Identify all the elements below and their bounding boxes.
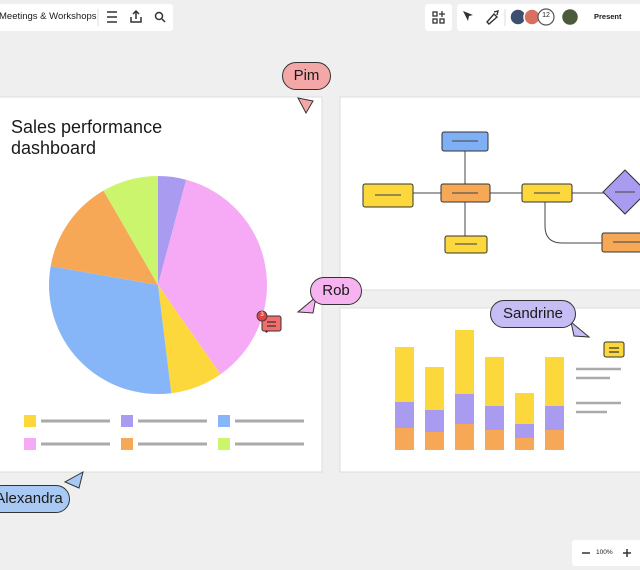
pie-chart: [48, 176, 267, 394]
bar-segment: [425, 410, 444, 432]
pie-slice: [50, 190, 158, 285]
bar-segment: [425, 367, 444, 410]
bar-segment: [545, 430, 564, 450]
collaborator-count: 12: [542, 12, 550, 19]
bar-chart: [395, 330, 564, 450]
legend-swatch: [24, 438, 36, 450]
bar-segment: [515, 438, 534, 450]
board-title[interactable]: Meetings & Workshops: [0, 11, 97, 22]
cursor-label: Pim: [282, 62, 331, 90]
bar-segment: [485, 406, 504, 430]
pie-slice: [158, 285, 221, 394]
comment-yellow[interactable]: [603, 341, 625, 358]
pie-slice: [48, 266, 172, 394]
bar-segment: [395, 428, 414, 450]
legend: [24, 415, 304, 450]
share-icon[interactable]: [130, 9, 142, 23]
bar-legend: [576, 367, 621, 414]
bar-segment: [545, 357, 564, 406]
bar-segment: [455, 394, 474, 424]
zoom-in[interactable]: [623, 549, 631, 557]
avatar-count[interactable]: [537, 8, 555, 26]
bar-segment: [485, 357, 504, 406]
comment-badge: 3: [260, 312, 264, 318]
bar-segment: [395, 347, 414, 402]
bar-segment: [455, 424, 474, 450]
bar-segment: [395, 402, 414, 428]
legend-swatch: [218, 415, 230, 427]
bar-segment: [515, 424, 534, 438]
cursor-pointer: [63, 471, 84, 489]
bar-segment: [425, 432, 444, 450]
pie-slice: [158, 179, 267, 375]
legend-swatch: [121, 415, 133, 427]
top-left-toolbar: [0, 4, 173, 31]
legend-swatch: [218, 438, 230, 450]
own-avatar[interactable]: [560, 7, 580, 27]
cursor-label: Alexandra: [0, 485, 70, 513]
cursor-pointer: [570, 320, 591, 338]
apps-toolbar: [425, 4, 452, 31]
pie-slice: [158, 176, 187, 285]
cursor-label: Sandrine: [490, 300, 576, 328]
menu-icon[interactable]: [107, 11, 117, 23]
apps-icon[interactable]: [432, 11, 445, 24]
bar-segment: [455, 330, 474, 394]
cursor-pointer: [296, 295, 317, 314]
connectors: [413, 151, 604, 244]
flow-nodes: [362, 131, 640, 254]
search-icon[interactable]: [154, 11, 166, 23]
zoom-control: [572, 540, 640, 566]
bar-segment: [515, 393, 534, 424]
pie-slice: [103, 176, 158, 285]
cursor-tool[interactable]: [463, 11, 473, 21]
zoom-level: 100%: [596, 549, 613, 556]
cursor-label: Rob: [310, 277, 362, 305]
comment-red[interactable]: [256, 310, 282, 333]
bar-segment: [545, 406, 564, 430]
reaction-tool[interactable]: [486, 10, 499, 25]
present-button[interactable]: Present: [594, 12, 622, 21]
bar-segment: [485, 430, 504, 450]
legend-swatch: [121, 438, 133, 450]
cursor-pointer: [297, 97, 314, 115]
legend-swatch: [24, 415, 36, 427]
dashboard-title: Sales performance dashboard: [11, 117, 163, 158]
